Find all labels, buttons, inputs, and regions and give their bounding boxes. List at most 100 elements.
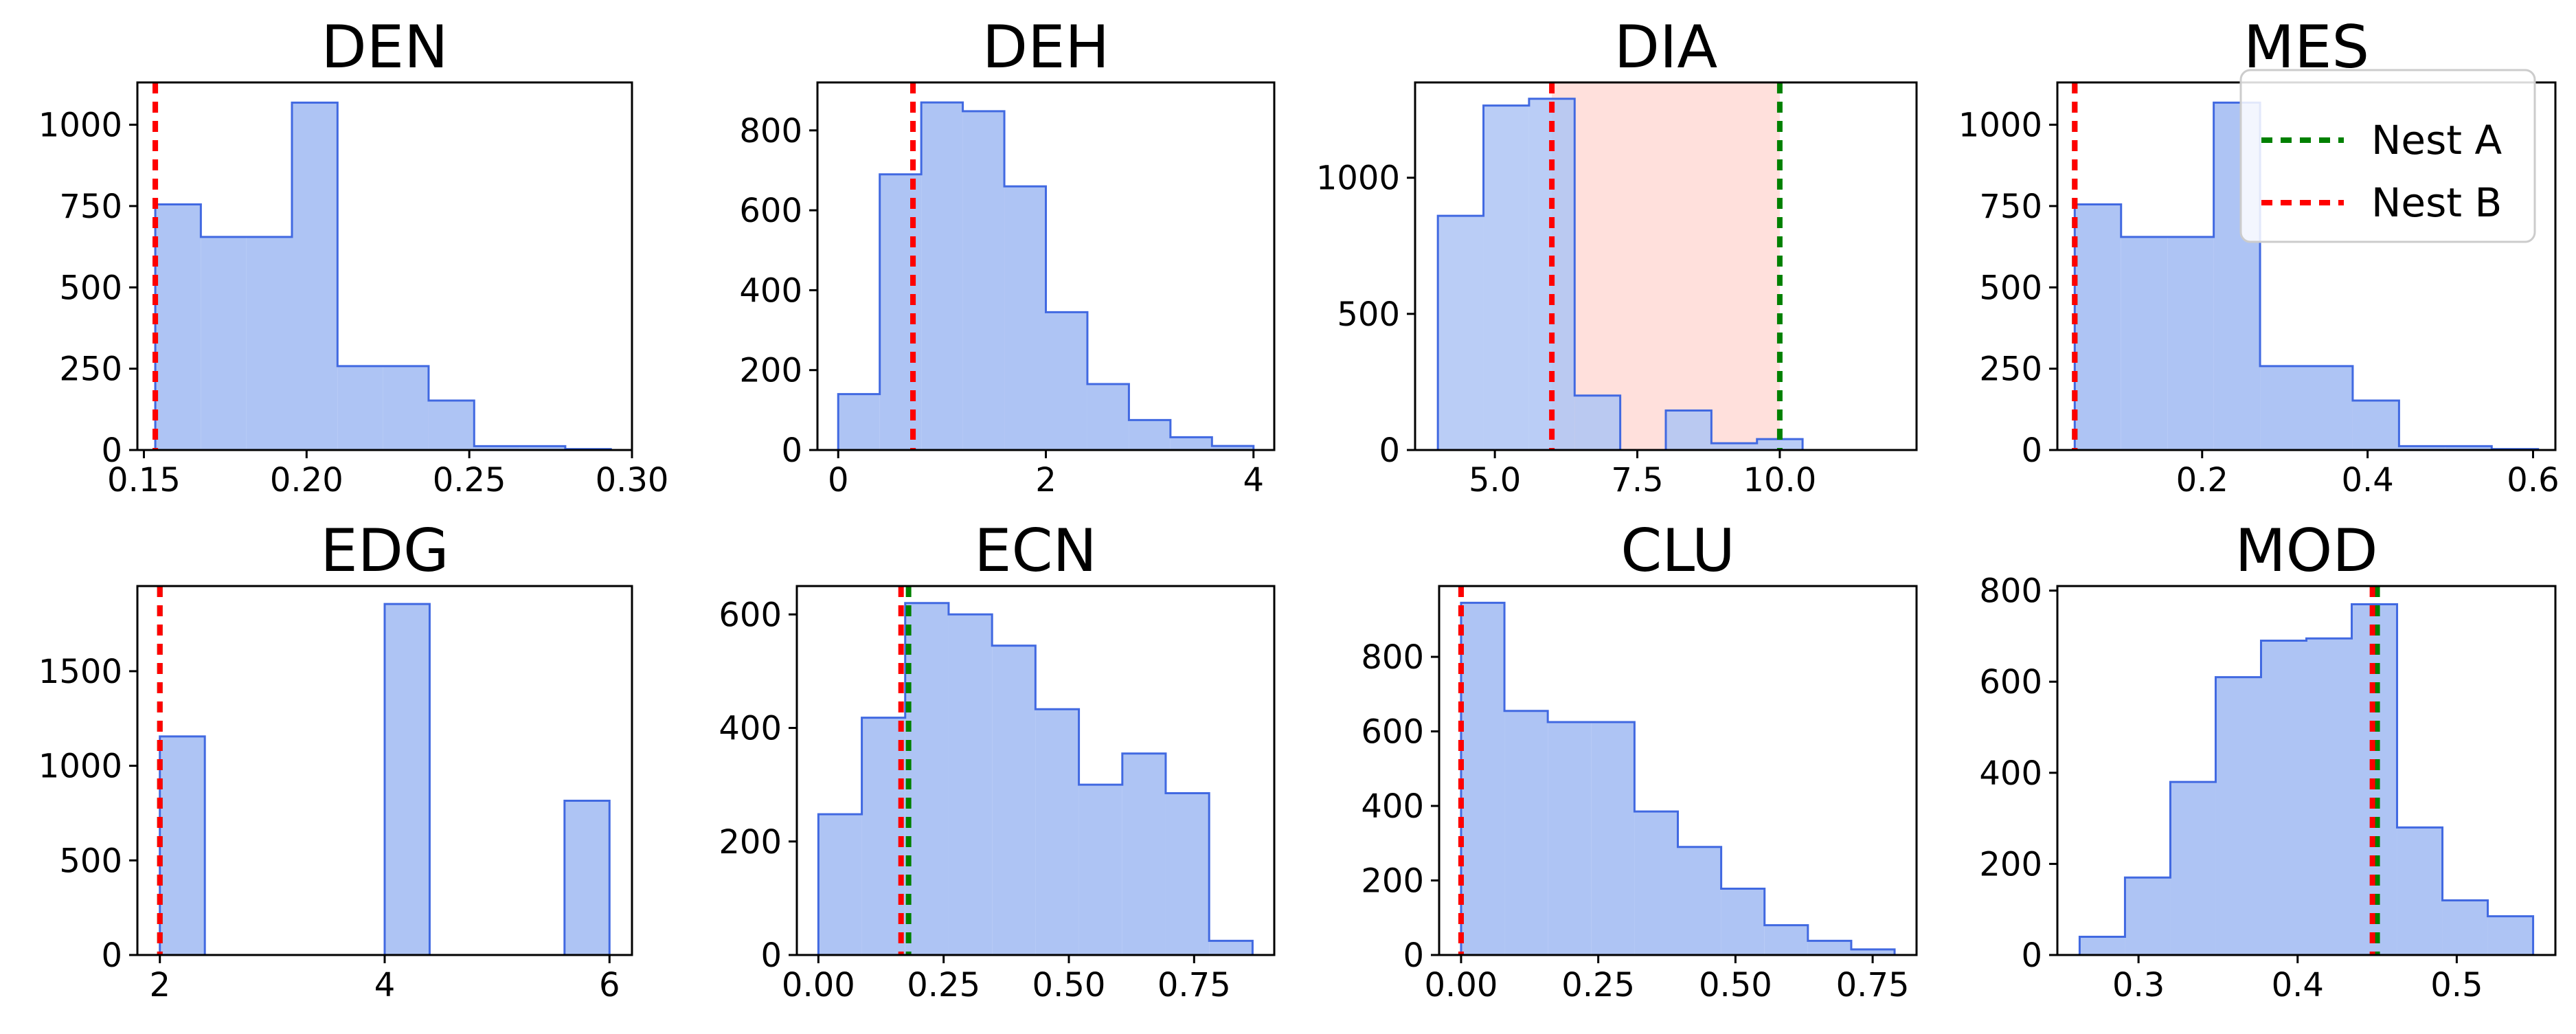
xtick-label-den-2: 0.25 xyxy=(433,461,506,499)
bars-den xyxy=(155,102,611,450)
bars-edg xyxy=(159,604,610,955)
panel-title-edg: EDG xyxy=(320,517,449,585)
bar-clu-6 xyxy=(1721,888,1765,955)
xtick-label-mes-1: 0.4 xyxy=(2341,461,2393,499)
bar-den-4 xyxy=(337,366,383,450)
bar-mes-1 xyxy=(2121,236,2168,450)
ytick-label-dia-1: 500 xyxy=(1337,295,1400,334)
bar-den-1 xyxy=(201,236,247,450)
xtick-label-ecn-0: 0.00 xyxy=(782,966,855,1004)
ytick-label-mod-2: 400 xyxy=(1979,754,2042,793)
bar-clu-9 xyxy=(1851,949,1895,955)
ytick-label-den-2: 500 xyxy=(59,269,122,307)
bar-ecn-3 xyxy=(948,614,993,955)
ytick-label-dia-0: 0 xyxy=(1379,431,1400,470)
bar-ecn-4 xyxy=(992,645,1036,955)
panel-title-deh: DEH xyxy=(982,13,1109,82)
histogram-outline-den xyxy=(154,101,612,451)
legend-frame xyxy=(2239,69,2536,243)
xtick-label-deh-2: 4 xyxy=(1243,461,1264,499)
ytick-label-clu-2: 400 xyxy=(1361,787,1424,826)
bar-deh-1 xyxy=(879,174,922,450)
panel-title-mod: MOD xyxy=(2235,517,2377,585)
bar-edg-5 xyxy=(385,604,430,955)
xtick-label-clu-3: 0.75 xyxy=(1836,966,1910,1004)
xtick-label-dia-0: 5.0 xyxy=(1469,461,1521,499)
ytick-label-den-0: 0 xyxy=(101,431,122,470)
bar-clu-3 xyxy=(1591,721,1635,955)
ytick-label-edg-2: 1000 xyxy=(38,748,122,786)
bar-ecn-1 xyxy=(861,717,905,955)
bars-mod xyxy=(2079,604,2533,955)
ytick-label-edg-0: 0 xyxy=(101,936,122,975)
xtick-label-edg-0: 2 xyxy=(149,966,170,1004)
histogram-outline-clu xyxy=(1460,601,1896,955)
bar-ecn-5 xyxy=(1035,709,1079,955)
bar-deh-3 xyxy=(962,111,1005,450)
xtick-label-edg-1: 4 xyxy=(374,966,396,1004)
ytick-label-den-4: 1000 xyxy=(38,106,122,145)
panel-title-den: DEN xyxy=(321,13,449,82)
ytick-label-deh-2: 400 xyxy=(739,271,802,310)
ytick-label-deh-4: 800 xyxy=(739,112,802,150)
ytick-label-mes-1: 250 xyxy=(1979,350,2042,389)
axes-frame-den xyxy=(136,81,633,451)
panel-edg: EDG 2 4 6 0 500 1000 1500 xyxy=(38,517,633,1004)
panel-title-ecn: ECN xyxy=(974,517,1097,585)
axes-frame-dia xyxy=(1414,81,1918,451)
bar-clu-8 xyxy=(1807,941,1851,955)
bar-den-8 xyxy=(519,446,565,450)
ytick-label-deh-0: 0 xyxy=(781,431,802,470)
bar-dia-0 xyxy=(1438,216,1484,450)
bar-mes-0 xyxy=(2075,204,2121,450)
ytick-label-den-1: 250 xyxy=(59,350,122,389)
bar-clu-0 xyxy=(1460,603,1505,955)
ytick-label-ecn-3: 600 xyxy=(719,596,782,634)
histogram-outline-mod xyxy=(2078,603,2535,955)
panel-clu: CLU 0.00 0.25 0.50 0.75 0 200 400 600 800 xyxy=(1361,517,1918,1004)
xtick-label-deh-1: 2 xyxy=(1035,461,1057,499)
ytick-label-clu-0: 0 xyxy=(1403,936,1424,975)
xtick-label-edg-2: 6 xyxy=(599,966,620,1004)
bar-ecn-2 xyxy=(905,603,949,955)
xtick-label-ecn-3: 0.75 xyxy=(1157,966,1231,1004)
ytick-label-clu-4: 800 xyxy=(1361,638,1424,677)
xtick-label-ecn-1: 0.25 xyxy=(907,966,980,1004)
bar-deh-9 xyxy=(1212,446,1254,450)
panel-den: DEN 0.15 0.20 0.25 0.30 0 250 500 750 1000 xyxy=(38,13,669,499)
histogram-outline-ecn xyxy=(817,602,1254,955)
bars-ecn xyxy=(818,603,1253,955)
xtick-label-clu-1: 0.25 xyxy=(1561,966,1635,1004)
bar-mod-2 xyxy=(2170,782,2216,955)
bar-mod-4 xyxy=(2261,640,2307,955)
bar-deh-6 xyxy=(1087,384,1129,450)
xtick-label-clu-0: 0.00 xyxy=(1425,966,1498,1004)
xtick-label-mod-2: 0.5 xyxy=(2430,966,2483,1004)
bar-clu-2 xyxy=(1548,721,1592,955)
bar-clu-4 xyxy=(1634,811,1678,955)
ytick-label-ecn-0: 0 xyxy=(760,936,782,975)
xtick-label-clu-2: 0.50 xyxy=(1699,966,1772,1004)
legend: Nest A Nest B xyxy=(2239,69,2536,243)
legend-nest-b-label: Nest B xyxy=(2371,179,2502,226)
ytick-label-ecn-1: 200 xyxy=(719,823,782,862)
bar-deh-8 xyxy=(1170,437,1212,450)
xtick-label-den-1: 0.20 xyxy=(270,461,343,499)
axes-frame-clu xyxy=(1438,585,1918,956)
ytick-label-mod-0: 0 xyxy=(2021,936,2042,975)
panel-title-dia: DIA xyxy=(1614,13,1718,82)
bar-clu-5 xyxy=(1677,846,1721,955)
ytick-label-mes-4: 1000 xyxy=(1958,106,2042,145)
ytick-label-edg-3: 1500 xyxy=(38,653,122,691)
bar-mod-5 xyxy=(2306,638,2352,955)
bar-mes-2 xyxy=(2167,236,2214,450)
bar-deh-5 xyxy=(1046,312,1087,450)
bar-mod-3 xyxy=(2215,677,2261,955)
ytick-label-ecn-2: 400 xyxy=(719,710,782,748)
ytick-label-mes-3: 750 xyxy=(1979,188,2042,226)
bar-deh-0 xyxy=(838,394,880,450)
bar-dia-3 xyxy=(1574,395,1620,450)
